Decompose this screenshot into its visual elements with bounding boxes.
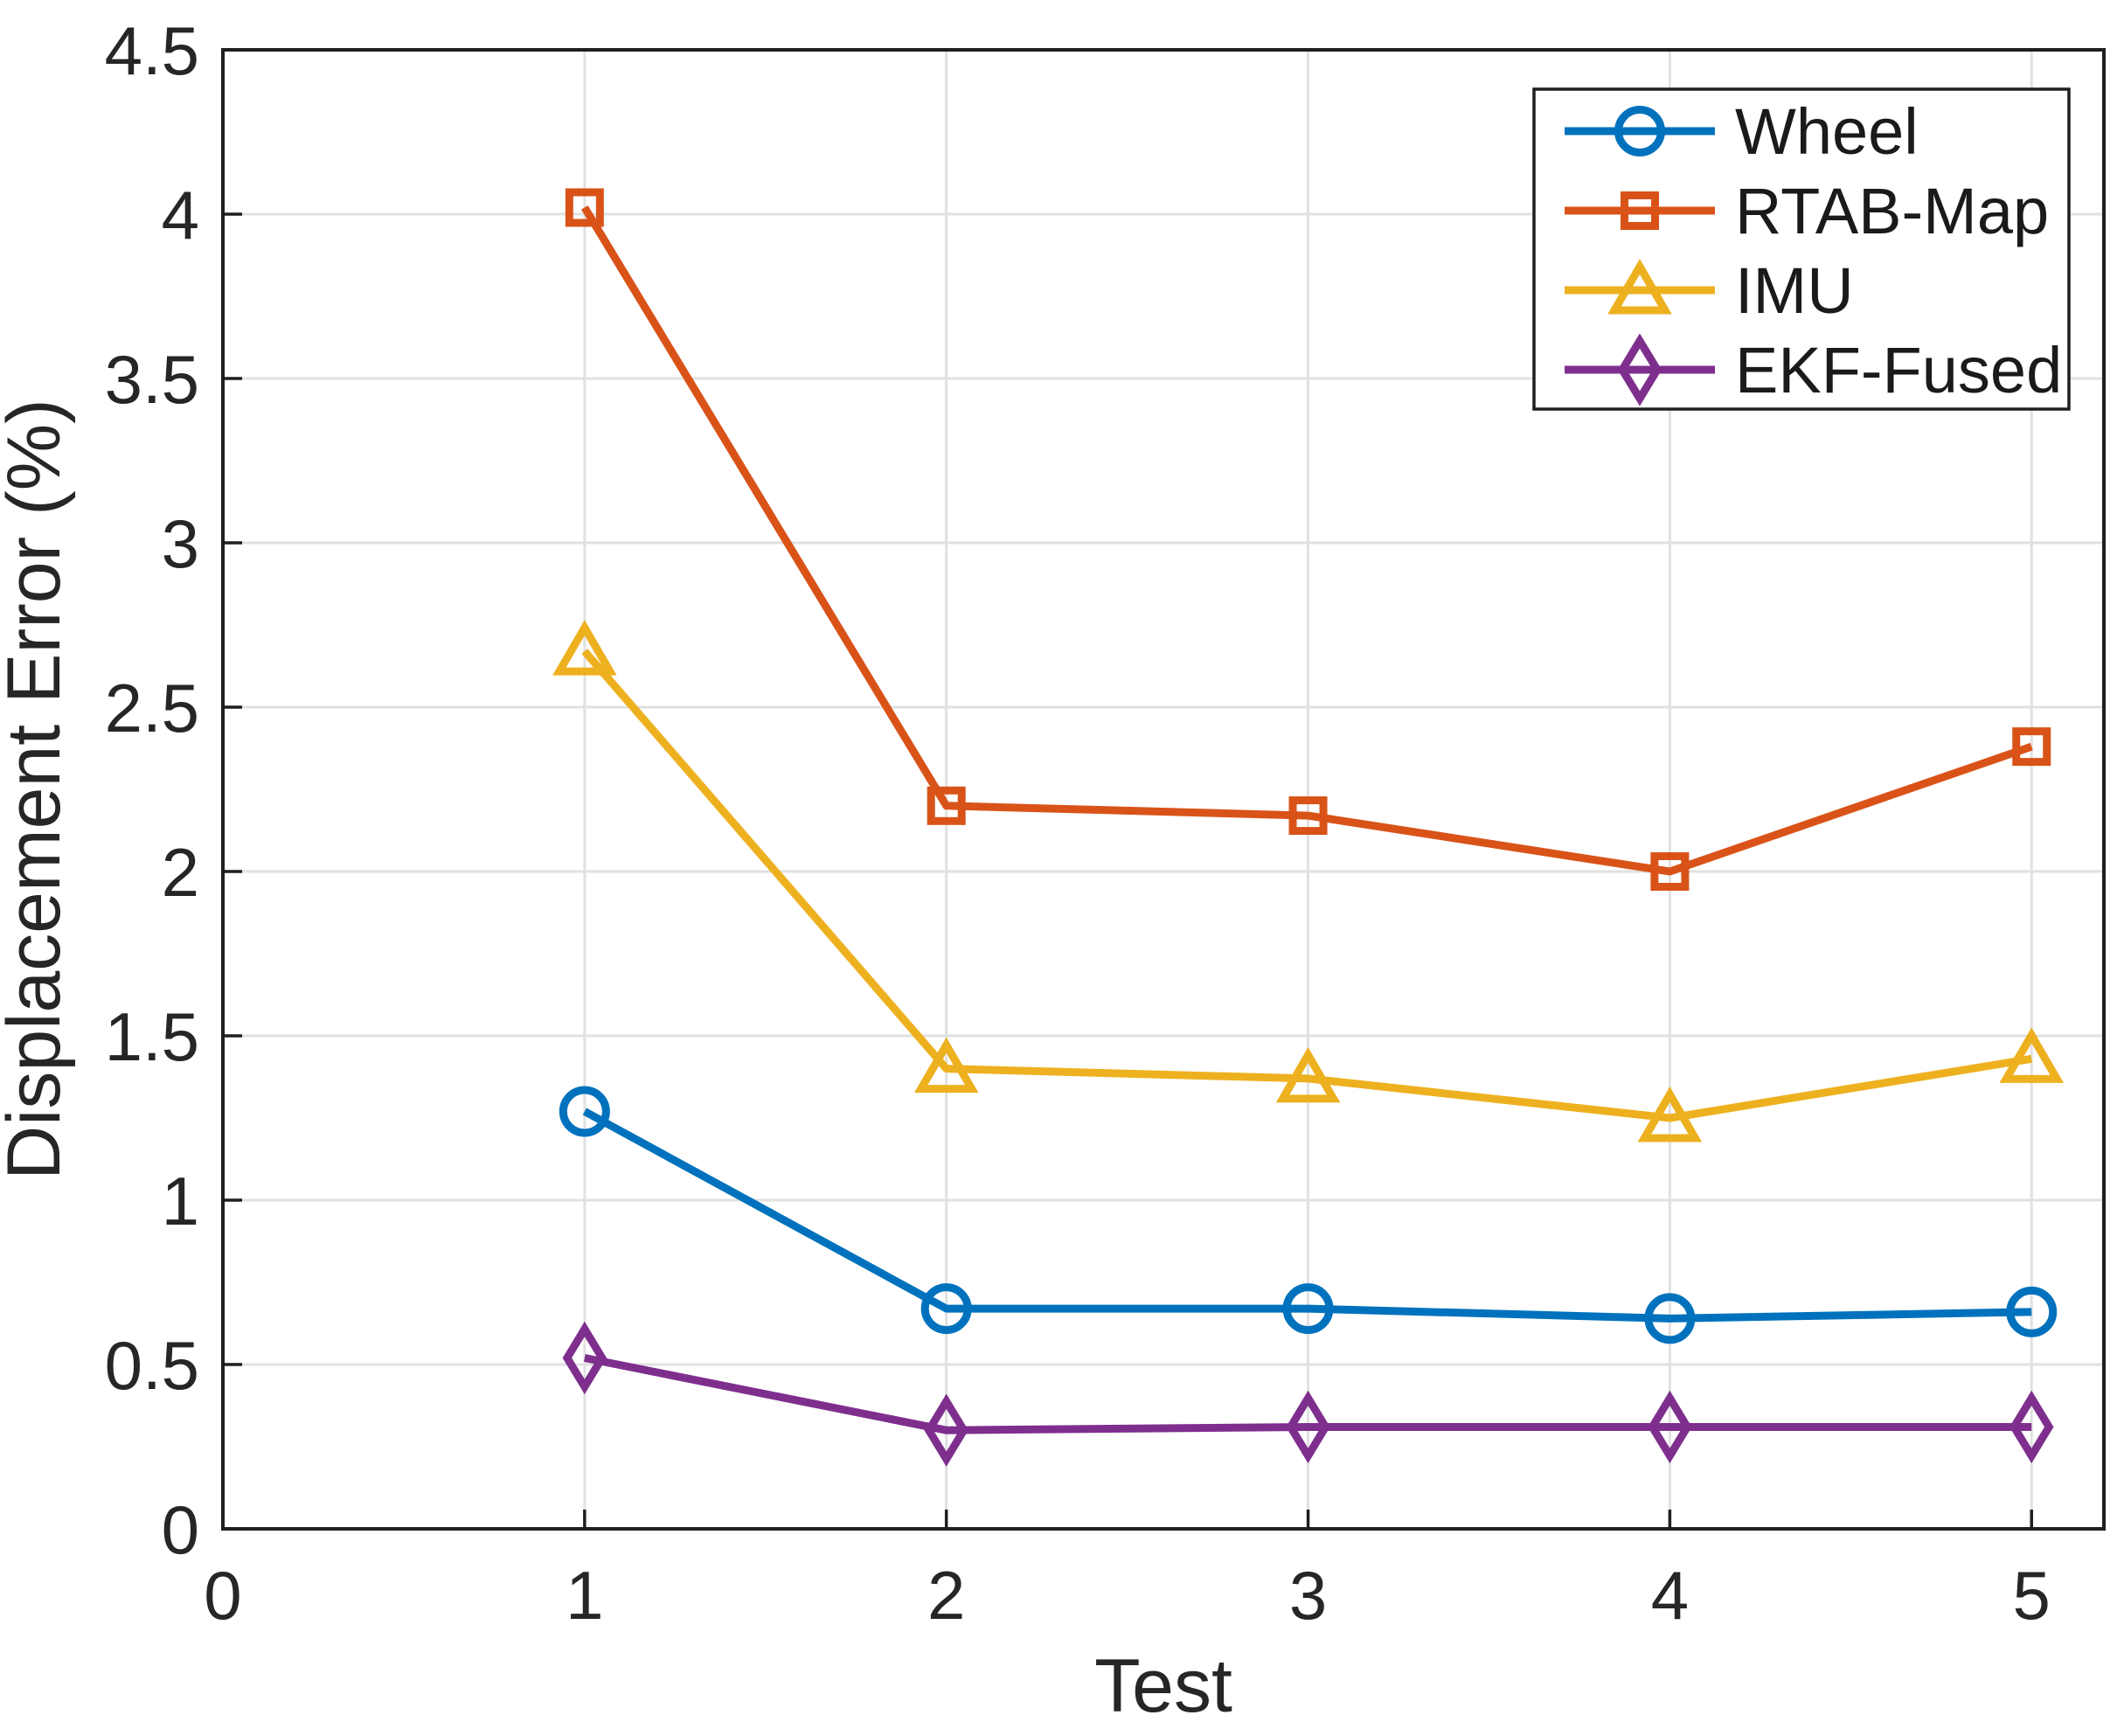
circle-marker	[1614, 106, 1665, 156]
y-axis-title: Displacement Error (%)	[0, 399, 76, 1180]
series-line-EKF-Fused	[583, 1354, 2032, 1434]
square-marker	[2012, 727, 2051, 767]
legend-item-Wheel: Wheel	[1565, 95, 1919, 168]
circle-marker	[920, 1283, 972, 1335]
triangle-marker	[1607, 259, 1672, 315]
x-tick-label: 0	[204, 1557, 241, 1634]
legend-label: Wheel	[1735, 95, 1919, 168]
x-tick-label: 2	[927, 1557, 965, 1634]
plot-box	[221, 48, 2106, 1531]
circle-marker	[1282, 1283, 1334, 1335]
triangle-marker	[552, 620, 617, 676]
y-tick-label: 2.5	[105, 670, 199, 746]
diamond-marker	[2009, 1390, 2054, 1464]
diamond-marker	[1617, 333, 1662, 406]
legend-label: RTAB-Map	[1735, 175, 2049, 247]
series-markers-Wheel	[559, 1086, 2058, 1344]
legend-item-RTAB-Map: RTAB-Map	[1565, 175, 2049, 247]
legend-label: EKF-Fused	[1735, 334, 2062, 406]
triangle-marker	[1637, 1087, 1703, 1142]
y-tick-label: 0	[162, 1491, 199, 1568]
circle-marker	[559, 1086, 610, 1137]
x-tick-label: 5	[2013, 1557, 2051, 1634]
triangle-marker	[1999, 1027, 2065, 1083]
square-marker	[1621, 191, 1659, 230]
diamond-marker	[924, 1393, 968, 1467]
y-tick-label: 1.5	[105, 998, 199, 1075]
tick-labels: 0 1 2 3 4 5 0 0.5 1 1.5 2 2.5 3 3.5 4 4.5	[105, 12, 2051, 1634]
series-line-IMU	[581, 649, 2032, 1122]
diamond-marker	[1648, 1390, 1692, 1464]
y-tick-label: 3	[162, 505, 199, 582]
x-tick-label: 4	[1651, 1557, 1689, 1634]
y-tick-label: 1	[162, 1163, 199, 1240]
diamond-marker	[1286, 1390, 1330, 1464]
x-tick-label: 3	[1289, 1557, 1327, 1634]
legend-label: IMU	[1735, 254, 1854, 327]
circle-marker	[2006, 1286, 2058, 1337]
series-markers-RTAB-Map	[565, 188, 2051, 891]
series-line-Wheel	[582, 1108, 2032, 1323]
triangle-marker	[913, 1037, 979, 1094]
diamond-marker	[562, 1321, 607, 1395]
square-marker	[927, 786, 966, 825]
circle-marker	[1644, 1293, 1696, 1344]
square-marker	[1288, 796, 1328, 836]
legend-item-IMU: IMU	[1565, 254, 1854, 327]
x-tick-label: 1	[566, 1557, 603, 1634]
y-tick-label: 0.5	[105, 1327, 199, 1404]
triangle-marker	[1275, 1046, 1341, 1103]
y-tick-label: 4.5	[105, 12, 199, 89]
y-tick-label: 3.5	[105, 341, 199, 418]
square-marker	[565, 188, 604, 227]
square-marker	[1650, 852, 1690, 891]
series-markers-IMU	[552, 620, 2065, 1142]
series-line-RTAB-Map	[580, 205, 2033, 876]
series-markers-EKF-Fused	[562, 1321, 2054, 1467]
series-lines	[580, 205, 2033, 1434]
legend-item-EKF-Fused: EKF-Fused	[1565, 333, 2062, 406]
y-tick-label: 4	[162, 177, 199, 253]
axes	[221, 48, 2106, 1531]
x-axis-title: Test	[1094, 1644, 1232, 1728]
y-tick-label: 2	[162, 834, 199, 911]
